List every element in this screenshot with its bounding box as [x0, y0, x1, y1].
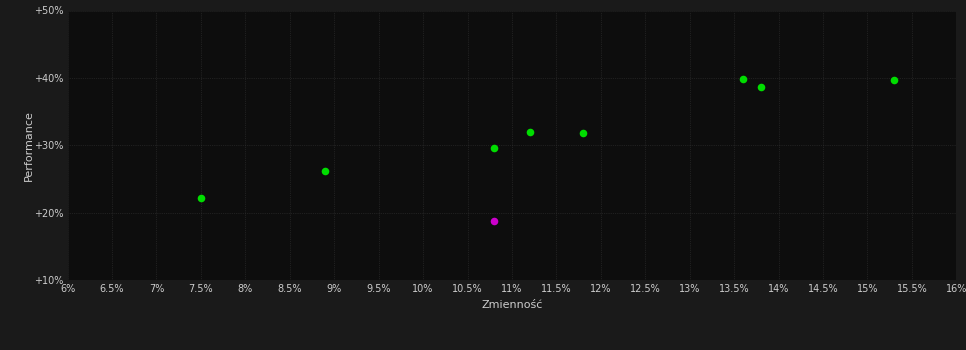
- Point: [576, 130, 591, 136]
- Point: [318, 168, 333, 174]
- Point: [735, 76, 751, 82]
- X-axis label: Zmienność: Zmienność: [481, 300, 543, 310]
- Point: [193, 196, 209, 201]
- Point: [487, 218, 502, 224]
- Y-axis label: Performance: Performance: [23, 110, 34, 181]
- Point: [487, 145, 502, 151]
- Point: [753, 84, 769, 90]
- Point: [522, 129, 537, 135]
- Point: [887, 77, 902, 83]
